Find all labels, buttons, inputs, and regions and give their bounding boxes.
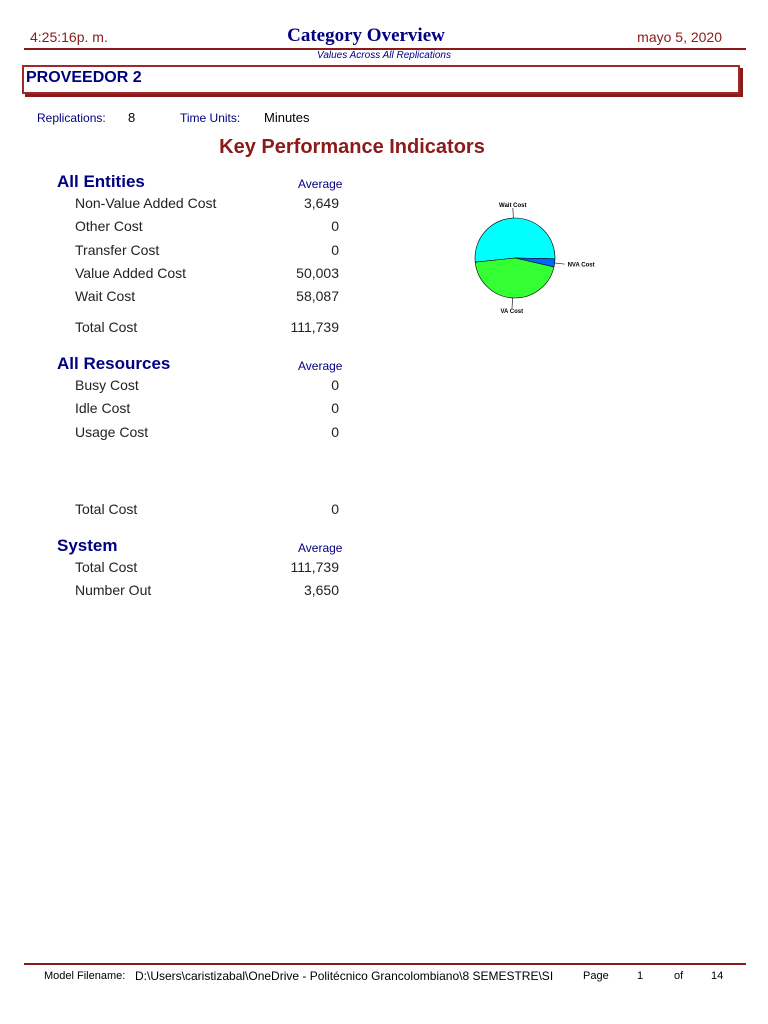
group-title: System (57, 536, 118, 555)
row-value: 111,739 (290, 559, 339, 575)
title: Category Overview (287, 25, 445, 46)
replications-label: Replications: (37, 111, 106, 125)
pie-label: Wait Cost (499, 203, 526, 209)
time: 4:25:16p. m. (30, 29, 108, 45)
replications: 8 (128, 110, 136, 125)
pie-label: NVA Cost (568, 262, 595, 268)
pie-chart: Wait Cost NVA Cost VA Cost (474, 203, 595, 315)
header-rule (24, 48, 746, 50)
total-label: Total Cost (75, 501, 138, 517)
page-number: 1 (637, 970, 644, 982)
row-label: Wait Cost (75, 288, 136, 305)
row-value: 0 (331, 377, 339, 393)
section-box (22, 65, 740, 94)
date: mayo 5, 2020 (637, 29, 722, 45)
row-value: 0 (331, 400, 339, 417)
filename-label: Model Filename: (44, 970, 126, 982)
leader-line (554, 262, 565, 265)
subtitle: Values Across All Replications (317, 50, 451, 61)
row-value: 0 (331, 218, 339, 235)
page-count: 14 (711, 970, 724, 982)
time-units-label: Time Units: (180, 111, 241, 125)
group-title: All Entities (57, 172, 145, 191)
page-label: Page (583, 970, 609, 982)
heading: Key Performance Indicators (219, 136, 485, 158)
column-header: Average (298, 359, 343, 373)
row-value: 0 (331, 241, 339, 258)
of-label: of (674, 970, 684, 982)
row-label: Non-Value Added Cost (75, 195, 217, 211)
footer-rule (24, 963, 746, 965)
row-label: Idle Cost (75, 400, 131, 417)
total-label: Total Cost (75, 319, 138, 335)
row-label: Value Added Cost (75, 264, 187, 281)
column-header: Average (298, 541, 343, 555)
section-title: PROVEEDOR 2 (26, 69, 142, 86)
filename: D:\Users\caristizabal\OneDrive - Politéc… (135, 970, 554, 982)
row-value: 3,650 (303, 582, 339, 599)
leader-line (511, 297, 513, 308)
pie-label: VA Cost (500, 309, 523, 315)
row-value: 0 (331, 423, 339, 440)
row-label: Total Cost (75, 559, 138, 575)
column-header: Average (298, 177, 343, 191)
row-label: Number Out (75, 582, 152, 599)
group-title: All Resources (57, 354, 171, 373)
row-label: Busy Cost (75, 377, 139, 393)
time-units: Minutes (264, 110, 310, 125)
total-value: 0 (331, 501, 339, 517)
row-value: 58,087 (296, 288, 339, 305)
row-label: Other Cost (75, 218, 143, 235)
row-label: Transfer Cost (75, 241, 160, 258)
total-value: 111,739 (290, 319, 339, 335)
pie-slice (474, 217, 556, 263)
pie-slice (474, 257, 555, 299)
row-label: Usage Cost (75, 423, 149, 440)
row-value: 50,003 (296, 264, 339, 281)
row-value: 3,649 (303, 195, 339, 211)
